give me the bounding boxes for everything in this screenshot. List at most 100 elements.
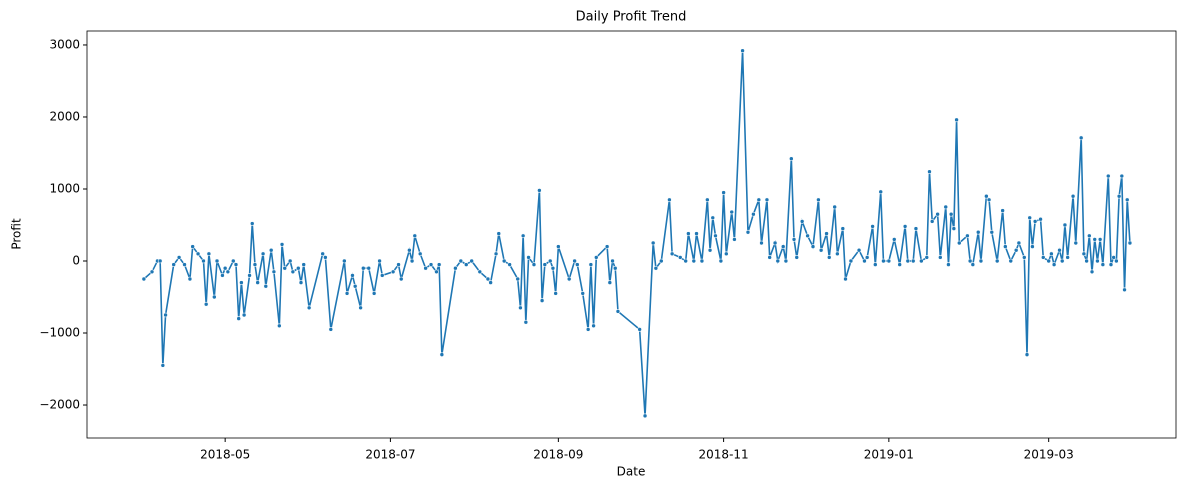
point bbox=[870, 224, 875, 229]
point bbox=[295, 265, 301, 271]
x-axis-label: Date bbox=[617, 465, 646, 479]
point bbox=[301, 262, 307, 267]
plot-frame bbox=[86, 30, 1177, 439]
y-tick-label: 0 bbox=[72, 253, 80, 267]
point bbox=[366, 265, 372, 271]
point bbox=[604, 244, 610, 249]
point bbox=[1057, 247, 1062, 253]
point bbox=[826, 255, 832, 260]
point bbox=[290, 269, 296, 275]
point bbox=[342, 258, 347, 264]
point bbox=[978, 258, 984, 264]
point bbox=[520, 233, 526, 239]
point bbox=[247, 273, 252, 278]
x-tick-label: 2019-01 bbox=[864, 448, 914, 462]
point bbox=[965, 233, 970, 239]
point bbox=[1111, 255, 1116, 260]
point bbox=[436, 262, 442, 267]
point bbox=[873, 262, 878, 267]
point bbox=[493, 251, 499, 257]
point bbox=[789, 156, 794, 162]
x-tick-label: 2018-07 bbox=[365, 448, 415, 462]
point bbox=[361, 265, 366, 271]
point bbox=[818, 247, 824, 253]
point bbox=[279, 242, 285, 247]
point bbox=[1016, 240, 1022, 246]
point bbox=[864, 255, 870, 260]
point bbox=[927, 169, 932, 175]
point bbox=[282, 265, 288, 271]
point bbox=[989, 229, 995, 235]
point bbox=[1124, 197, 1130, 203]
point bbox=[1089, 269, 1095, 275]
point bbox=[902, 224, 908, 229]
point bbox=[705, 197, 710, 203]
point bbox=[667, 197, 672, 203]
point bbox=[160, 363, 166, 368]
point bbox=[677, 255, 683, 260]
point bbox=[1127, 240, 1133, 246]
point bbox=[799, 219, 805, 224]
point bbox=[417, 251, 423, 257]
point bbox=[320, 251, 325, 257]
point bbox=[477, 269, 483, 275]
y-axis-label: Profit bbox=[10, 218, 24, 250]
point bbox=[1100, 262, 1106, 267]
point bbox=[856, 247, 862, 253]
point bbox=[910, 258, 916, 264]
point bbox=[650, 240, 656, 246]
point bbox=[843, 276, 848, 282]
point bbox=[840, 226, 846, 231]
point bbox=[1049, 251, 1054, 257]
point bbox=[751, 211, 756, 217]
point bbox=[816, 197, 821, 203]
point bbox=[699, 258, 705, 264]
point bbox=[1059, 258, 1065, 264]
point bbox=[379, 273, 385, 278]
point bbox=[905, 258, 911, 264]
x-tick-label: 2019-03 bbox=[1024, 448, 1074, 462]
point bbox=[984, 193, 989, 199]
point bbox=[924, 255, 930, 260]
point bbox=[458, 258, 464, 264]
point bbox=[537, 188, 542, 193]
point bbox=[919, 258, 924, 264]
point bbox=[1030, 244, 1035, 249]
point bbox=[390, 269, 396, 275]
point bbox=[946, 262, 951, 267]
point bbox=[501, 258, 507, 264]
point bbox=[255, 280, 260, 285]
point bbox=[531, 262, 537, 267]
point bbox=[352, 283, 358, 289]
point bbox=[407, 247, 412, 253]
point bbox=[323, 255, 328, 260]
point bbox=[938, 255, 943, 260]
point bbox=[239, 280, 244, 285]
point bbox=[1065, 255, 1070, 260]
point bbox=[707, 247, 713, 253]
point bbox=[1119, 173, 1125, 179]
point bbox=[203, 301, 209, 307]
point bbox=[236, 316, 242, 321]
point bbox=[591, 323, 596, 329]
point bbox=[862, 258, 867, 264]
point bbox=[214, 258, 220, 264]
point bbox=[344, 291, 350, 296]
point bbox=[791, 237, 797, 242]
point bbox=[1027, 215, 1033, 221]
point bbox=[507, 262, 512, 267]
point bbox=[287, 258, 293, 264]
point bbox=[658, 258, 664, 264]
point bbox=[572, 258, 577, 264]
point bbox=[694, 231, 699, 236]
point bbox=[764, 197, 770, 203]
point bbox=[805, 233, 810, 239]
point bbox=[1046, 258, 1051, 264]
point bbox=[607, 280, 613, 285]
point bbox=[637, 327, 642, 332]
point bbox=[794, 255, 800, 260]
point bbox=[396, 262, 401, 267]
point bbox=[230, 258, 236, 264]
point bbox=[1013, 247, 1019, 253]
